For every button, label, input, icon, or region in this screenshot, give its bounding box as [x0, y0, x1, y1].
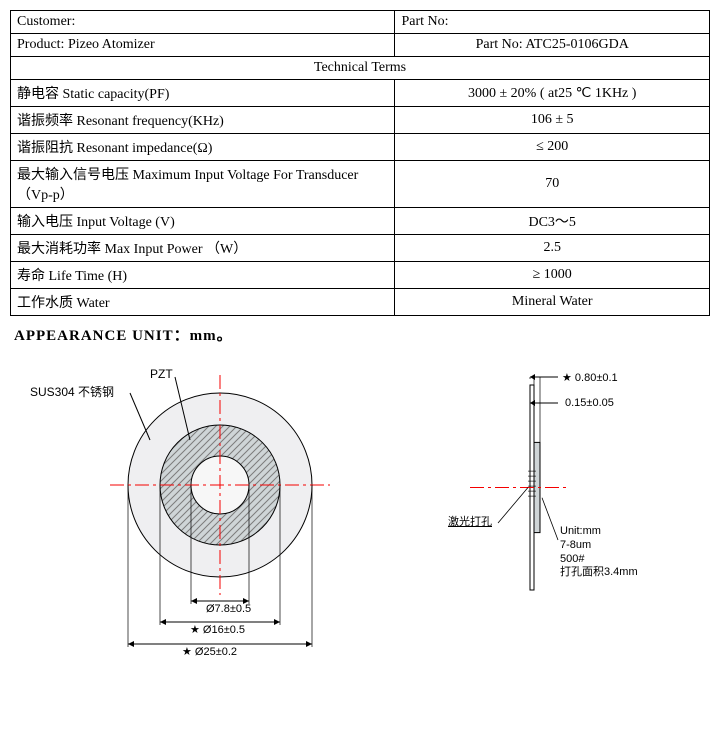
sus-label: SUS304 不锈钢	[30, 383, 114, 400]
table-row: 寿命 Life Time (H)≥ 1000	[11, 262, 710, 289]
param-cell: 最大消耗功率 Max Input Power （W）	[11, 235, 395, 262]
param-cell: 静电容 Static capacity(PF)	[11, 80, 395, 107]
param-cell: 最大输入信号电压 Maximum Input Voltage For Trans…	[11, 161, 395, 208]
table-row: 谐振频率 Resonant frequency(KHz)106 ± 5	[11, 107, 710, 134]
product-partno-cell: Part No: ATC25-0106GDA	[395, 34, 710, 57]
value-cell: ≥ 1000	[395, 262, 710, 289]
unit-block: Unit:mm 7-8um 500# 打孔面积3.4mm	[560, 525, 638, 580]
pzt-label: PZT	[150, 367, 173, 381]
unit-line: Unit:mm	[560, 525, 638, 539]
dim-top1: ★ 0.80±0.1	[562, 371, 618, 384]
table-row: 谐振阻抗 Resonant impedance(Ω)≤ 200	[11, 134, 710, 161]
param-cell: 谐振阻抗 Resonant impedance(Ω)	[11, 134, 395, 161]
param-cell: 工作水质 Water	[11, 289, 395, 316]
table-row: 最大消耗功率 Max Input Power （W）2.5	[11, 235, 710, 262]
product-cell: Product: Pizeo Atomizer	[11, 34, 395, 57]
value-cell: 2.5	[395, 235, 710, 262]
param-cell: 输入电压 Input Voltage (V)	[11, 208, 395, 235]
dim-outer: ★ Ø25±0.2	[182, 645, 237, 658]
table-row: 静电容 Static capacity(PF)3000 ± 20% ( at25…	[11, 80, 710, 107]
table-row: 输入电压 Input Voltage (V)DC3～5	[11, 208, 710, 235]
value-cell: 3000 ± 20% ( at25 ℃ 1KHz )	[395, 80, 710, 107]
dim-top2: 0.15±0.05	[565, 397, 614, 409]
value-cell: ≤ 200	[395, 134, 710, 161]
unit-line: 500#	[560, 553, 638, 567]
param-cell: 寿命 Life Time (H)	[11, 262, 395, 289]
unit-line: 打孔面积3.4mm	[560, 566, 638, 580]
unit-line: 7-8um	[560, 539, 638, 553]
table-row: 最大输入信号电压 Maximum Input Voltage For Trans…	[11, 161, 710, 208]
customer-cell: Customer:	[11, 11, 395, 34]
value-cell: 70	[395, 161, 710, 208]
laser-label: 激光打孔	[448, 513, 492, 529]
tech-header: Technical Terms	[11, 57, 710, 80]
table-row: 工作水质 WaterMineral Water	[11, 289, 710, 316]
appearance-title: APPEARANCE UNIT：mm。	[10, 324, 712, 345]
value-cell: 106 ± 5	[395, 107, 710, 134]
value-cell: Mineral Water	[395, 289, 710, 316]
dim-inner: Ø7.8±0.5	[206, 603, 251, 615]
partno-cell: Part No:	[395, 11, 710, 34]
param-cell: 谐振频率 Resonant frequency(KHz)	[11, 107, 395, 134]
dim-mid: ★ Ø16±0.5	[190, 623, 245, 636]
figure-area: PZT SUS304 不锈钢 Ø7.8±0.5 ★ Ø16±0.5 ★ Ø25±…	[10, 345, 710, 705]
spec-table: Customer: Part No: Product: Pizeo Atomiz…	[10, 10, 710, 316]
value-cell: DC3～5	[395, 208, 710, 235]
